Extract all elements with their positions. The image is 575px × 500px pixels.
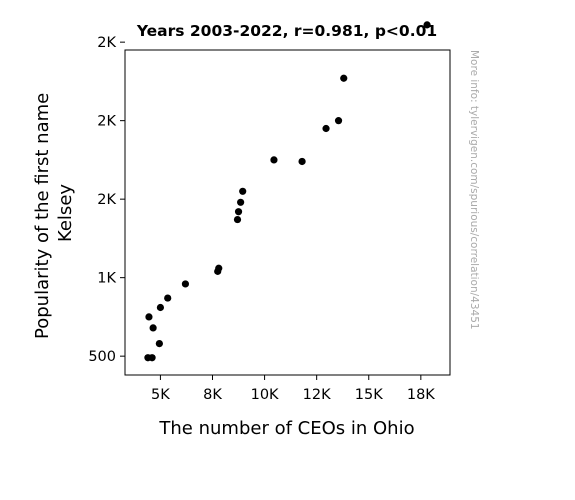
y-axis-label-line-1: Popularity of the first name [32, 93, 53, 339]
data-point [145, 313, 153, 321]
data-point [233, 215, 242, 224]
y-tick-label: 2K [97, 192, 116, 208]
y-axis: 500 1K 2K 2K 2K [88, 35, 125, 365]
data-point [239, 187, 247, 195]
x-tick-label: 18K [407, 387, 435, 403]
data-point [164, 294, 172, 302]
y-axis-label-line-2: Kelsey [55, 184, 76, 242]
data-point [156, 303, 165, 312]
chart-title: Years 2003-2022, r=0.981, p<0.01 [136, 22, 437, 40]
data-point [181, 280, 190, 288]
y-tick-label: 1K [97, 271, 116, 287]
x-tick-label: 8K [203, 387, 222, 403]
source-watermark: More info: tylervigen.com/spurious/corre… [468, 50, 480, 330]
data-point [340, 74, 348, 82]
y-tick-label: 500 [88, 349, 116, 365]
data-point [148, 354, 156, 362]
x-tick-label: 10K [251, 387, 279, 403]
x-axis: 5K 8K 10K 12K 15K 18K [151, 375, 435, 403]
data-point [215, 264, 223, 272]
data-points [144, 21, 431, 362]
data-point [237, 198, 245, 206]
data-point [423, 21, 431, 29]
data-point [149, 324, 157, 332]
x-axis-label: The number of CEOs in Ohio [158, 418, 414, 439]
data-point [234, 208, 243, 216]
data-point [155, 339, 163, 348]
x-tick-label: 15K [355, 387, 383, 403]
data-point [322, 124, 330, 133]
data-point [270, 156, 278, 164]
y-tick-label: 2K [97, 35, 116, 51]
plot-area [124, 49, 451, 376]
y-tick-label: 2K [97, 114, 116, 130]
data-point [298, 157, 306, 166]
x-tick-label: 12K [303, 387, 331, 403]
data-point [334, 117, 343, 125]
y-axis-label: Popularity of the first name Kelsey [32, 87, 76, 339]
x-tick-label: 5K [151, 387, 170, 403]
